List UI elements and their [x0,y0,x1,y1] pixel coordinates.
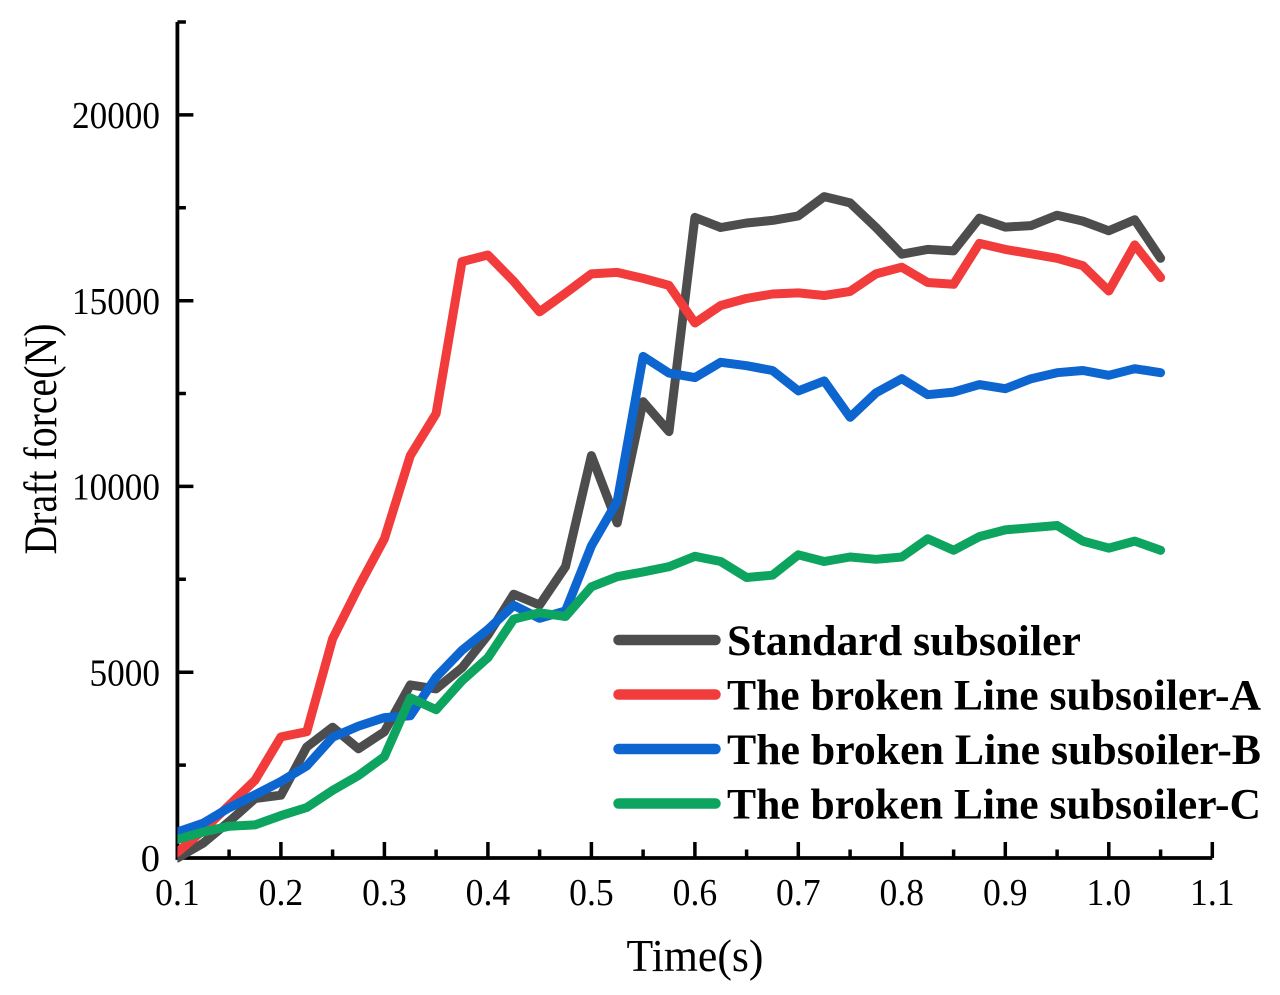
svg-text:The broken Line subsoiler-A: The broken Line subsoiler-A [727,672,1261,719]
svg-text:10000: 10000 [72,467,160,509]
svg-text:Time(s): Time(s) [627,930,764,981]
svg-text:1.0: 1.0 [1087,872,1132,914]
svg-text:15000: 15000 [72,281,160,323]
svg-text:1.1: 1.1 [1190,872,1235,914]
svg-text:20000: 20000 [72,95,160,137]
svg-text:0.7: 0.7 [776,872,821,914]
svg-text:0.3: 0.3 [362,872,407,914]
svg-text:Standard subsoiler: Standard subsoiler [727,618,1081,665]
svg-text:0.4: 0.4 [466,872,511,914]
svg-text:0.2: 0.2 [259,872,304,914]
svg-text:0.6: 0.6 [673,872,718,914]
svg-text:Draft force(N): Draft force(N) [15,324,67,555]
svg-text:The broken Line subsoiler-B: The broken Line subsoiler-B [727,727,1261,774]
svg-text:0.1: 0.1 [155,872,200,914]
svg-text:The broken Line subsoiler-C: The broken Line subsoiler-C [727,781,1261,828]
svg-text:0.9: 0.9 [983,872,1028,914]
svg-text:0: 0 [141,838,160,880]
svg-text:5000: 5000 [90,652,161,694]
svg-text:0.5: 0.5 [569,872,614,914]
svg-text:0.8: 0.8 [880,872,925,914]
